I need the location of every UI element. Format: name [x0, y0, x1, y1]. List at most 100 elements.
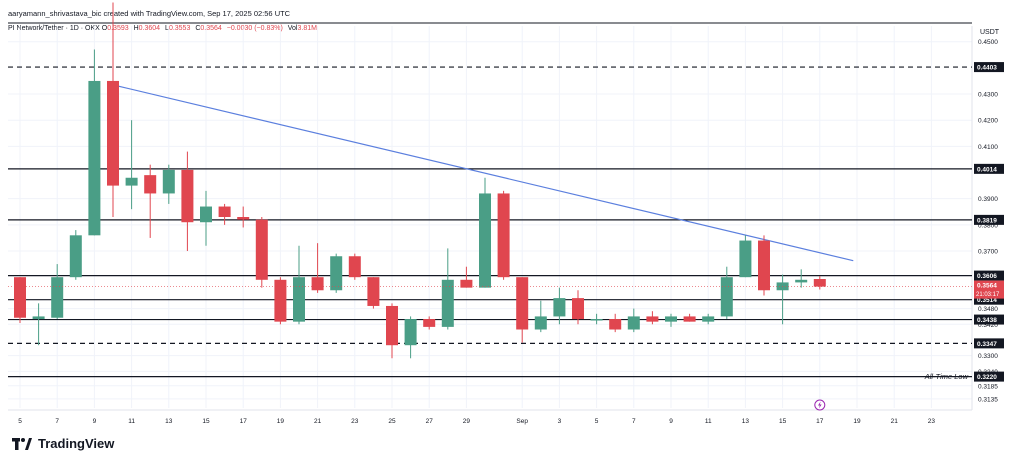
price-tick-label: 0.4100 [978, 144, 998, 151]
time-tick-label: 13 [742, 418, 750, 425]
price-tick-label: 0.3300 [978, 353, 998, 360]
price-tick-label: 0.3900 [978, 196, 998, 203]
candle-body [386, 305, 398, 346]
close-value: 0.3564 [200, 25, 222, 32]
candle-body [516, 277, 529, 330]
candle-body [69, 235, 82, 278]
candle-body [441, 279, 454, 327]
price-tick-label: 0.3185 [978, 383, 998, 390]
currency-label: USDT [980, 29, 1000, 36]
time-tick-label: 7 [55, 418, 59, 425]
level-price-tag [974, 270, 1004, 281]
time-tick-label: 13 [165, 418, 173, 425]
candle-body [32, 316, 45, 320]
candle-body [590, 319, 603, 321]
candle-body [237, 217, 250, 220]
price-tick-label: 0.3700 [978, 249, 998, 256]
candle-body [144, 175, 157, 194]
candle-body [311, 277, 324, 291]
level-annotation: All-Time Low [924, 372, 969, 381]
candle-body [107, 80, 119, 186]
level-price-tag [974, 314, 1004, 325]
time-tick-label: 23 [351, 418, 359, 425]
bar-countdown: 21:03:17 [976, 292, 1000, 298]
level-price-label: 0.4403 [977, 65, 997, 72]
time-tick-label: 3 [558, 418, 562, 425]
candle-body [553, 298, 566, 317]
level-price-label: 0.3438 [977, 317, 997, 324]
price-tick-label: 0.4300 [978, 92, 998, 99]
open-value: 0.3593 [107, 25, 129, 32]
candle-body [479, 193, 491, 288]
level-price-label: 0.3606 [977, 273, 997, 280]
time-tick-label: 25 [388, 418, 396, 425]
volume-label: Vol [287, 25, 298, 32]
candle-body [758, 240, 770, 291]
candle-body [795, 279, 808, 283]
low-value: 0.3553 [168, 25, 191, 32]
candle-body [534, 316, 547, 330]
candle-body [423, 319, 436, 327]
time-tick-label: 11 [705, 418, 712, 425]
candle-body [293, 277, 305, 322]
price-tick-label: 0.3800 [978, 222, 998, 229]
level-price-tag [974, 214, 1004, 225]
level-price-label: 0.3347 [977, 341, 997, 348]
lightning-icon [818, 401, 822, 409]
chart-attribution: aaryamann_shrivastava_bic created with T… [8, 9, 291, 18]
time-tick-label: 19 [853, 418, 861, 425]
level-price-tag [974, 371, 1004, 382]
candle-body [218, 206, 231, 217]
time-tick-label: 7 [632, 418, 636, 425]
candle-body [497, 193, 510, 278]
candle-body [162, 169, 175, 194]
time-tick-label: 11 [128, 418, 135, 425]
candle-body [609, 319, 622, 330]
volume-value: 3.81M [297, 25, 317, 32]
time-tick-label: 17 [240, 418, 248, 425]
time-tick-label: 15 [202, 418, 210, 425]
time-tick-label: 19 [277, 418, 285, 425]
tradingview-logo: TradingView [12, 436, 114, 451]
candle-body [646, 316, 659, 322]
candle-body [125, 177, 138, 186]
time-tick-label: 27 [426, 418, 434, 425]
price-tick-label: 0.3420 [978, 322, 998, 329]
low-label: L [165, 25, 169, 32]
candle-body [330, 256, 343, 291]
time-tick-label: 21 [314, 418, 322, 425]
brand-name: TradingView [38, 436, 115, 451]
candle-body [274, 279, 287, 322]
price-tick-label: 0.4500 [978, 39, 998, 46]
price-tick-label: 0.3135 [978, 396, 998, 403]
close-label: C [195, 25, 201, 32]
candle-body [572, 298, 584, 320]
level-price-label: 0.3514 [977, 297, 997, 304]
candle-body [88, 80, 101, 236]
price-tick-label: 0.4200 [978, 118, 998, 125]
candle-body [51, 277, 64, 318]
candle-body [255, 219, 268, 280]
descending-trendline [112, 84, 854, 262]
candle-body [367, 277, 380, 306]
time-tick-label: 5 [18, 418, 22, 425]
time-tick-label: 17 [816, 418, 824, 425]
time-tick-label: 5 [595, 418, 599, 425]
level-price-label: 0.3220 [977, 374, 997, 381]
candle-body [683, 316, 696, 322]
candle-body [460, 279, 473, 288]
time-tick-label: 9 [669, 418, 673, 425]
candle-body [739, 240, 752, 278]
change-value: −0.0030 (−0.83%) [226, 25, 283, 32]
level-price-tag [974, 62, 1004, 73]
price-tick-label: 0.3480 [978, 306, 998, 313]
level-price-tag [974, 163, 1004, 174]
level-price-tag [974, 294, 1004, 305]
level-price-label: 0.3819 [977, 217, 997, 224]
time-tick-label: 29 [463, 418, 471, 425]
open-label: O [101, 25, 108, 32]
candle-body [813, 279, 826, 287]
time-tick-label: 23 [928, 418, 936, 425]
tradingview-icon [12, 437, 32, 450]
